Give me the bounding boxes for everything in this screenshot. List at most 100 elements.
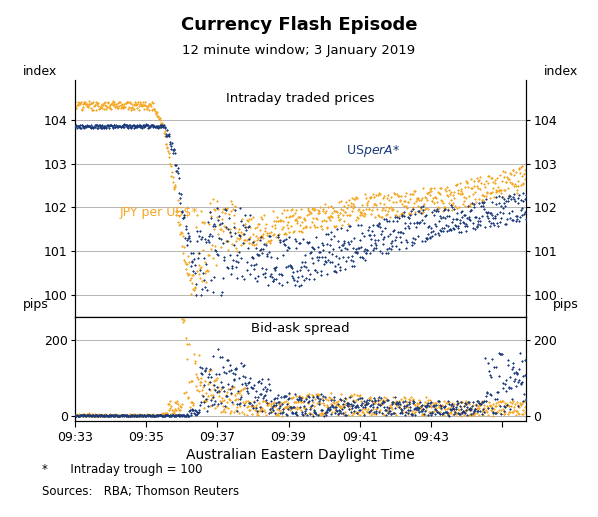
Point <box>91 120 101 129</box>
Point <box>382 210 392 218</box>
Point <box>405 190 415 198</box>
Point <box>294 404 303 412</box>
Point <box>198 269 208 277</box>
Point <box>482 388 492 396</box>
Point <box>463 398 473 406</box>
Point <box>84 411 93 419</box>
Point <box>96 124 105 132</box>
Point <box>99 412 108 420</box>
Point <box>417 194 426 203</box>
Point <box>246 383 256 391</box>
Point <box>468 408 477 417</box>
Point <box>245 405 254 414</box>
Point <box>75 411 84 419</box>
Point <box>103 98 113 106</box>
Point <box>423 401 432 409</box>
Point <box>148 411 158 419</box>
Point <box>365 393 374 401</box>
Point <box>261 396 270 404</box>
Point <box>160 131 170 140</box>
Point <box>377 249 386 257</box>
Point <box>379 194 388 202</box>
Point <box>250 223 260 232</box>
Point <box>230 229 240 237</box>
Point <box>397 407 407 416</box>
Point <box>105 410 114 419</box>
Point <box>200 235 210 243</box>
Point <box>498 204 507 212</box>
Point <box>389 205 398 213</box>
Point <box>426 411 435 419</box>
Point <box>269 207 278 216</box>
Point <box>181 265 190 273</box>
Point <box>91 98 101 107</box>
Point <box>469 200 478 208</box>
Point <box>144 123 154 131</box>
Point <box>377 400 387 408</box>
Point <box>176 403 186 412</box>
Point <box>228 400 238 408</box>
Point <box>231 395 240 403</box>
Point <box>444 400 454 408</box>
Point <box>91 105 100 114</box>
Point <box>155 123 164 131</box>
Point <box>489 405 499 413</box>
Point <box>224 224 233 233</box>
Point <box>312 223 321 231</box>
Point <box>399 208 408 216</box>
Point <box>93 99 102 107</box>
Point <box>520 166 529 174</box>
Point <box>422 234 431 242</box>
Point <box>301 405 310 414</box>
Point <box>222 204 231 212</box>
Point <box>382 406 391 414</box>
Point <box>441 221 451 229</box>
Point <box>133 98 143 106</box>
Point <box>209 222 218 230</box>
Point <box>249 265 259 273</box>
Point <box>400 397 410 405</box>
Point <box>517 204 527 212</box>
Point <box>137 121 147 130</box>
Point <box>187 256 197 265</box>
Point <box>213 345 223 353</box>
Point <box>292 277 301 285</box>
Point <box>442 405 451 413</box>
Point <box>431 194 441 203</box>
Point <box>179 316 188 324</box>
Point <box>268 399 277 407</box>
Point <box>157 122 167 130</box>
Point <box>506 170 515 178</box>
Point <box>462 407 471 415</box>
Point <box>374 407 383 416</box>
Point <box>402 402 411 410</box>
Point <box>81 410 90 419</box>
Point <box>152 112 162 120</box>
Point <box>487 355 497 363</box>
Point <box>280 241 290 249</box>
Point <box>383 396 392 404</box>
Point <box>178 411 187 419</box>
Point <box>78 121 88 130</box>
Point <box>337 224 346 233</box>
Point <box>142 411 152 419</box>
Point <box>480 403 489 412</box>
Point <box>335 266 345 275</box>
Point <box>436 402 446 410</box>
Point <box>442 408 451 417</box>
Point <box>279 408 288 417</box>
Point <box>233 247 242 255</box>
Point <box>474 404 484 412</box>
Point <box>193 249 203 257</box>
Point <box>394 403 404 411</box>
Point <box>344 211 353 219</box>
Point <box>177 242 187 250</box>
Point <box>270 266 280 274</box>
Point <box>294 214 303 222</box>
Point <box>249 404 258 412</box>
Point <box>95 412 105 420</box>
Point <box>70 98 80 106</box>
Point <box>472 182 481 190</box>
Point <box>425 234 435 242</box>
Point <box>182 411 191 419</box>
